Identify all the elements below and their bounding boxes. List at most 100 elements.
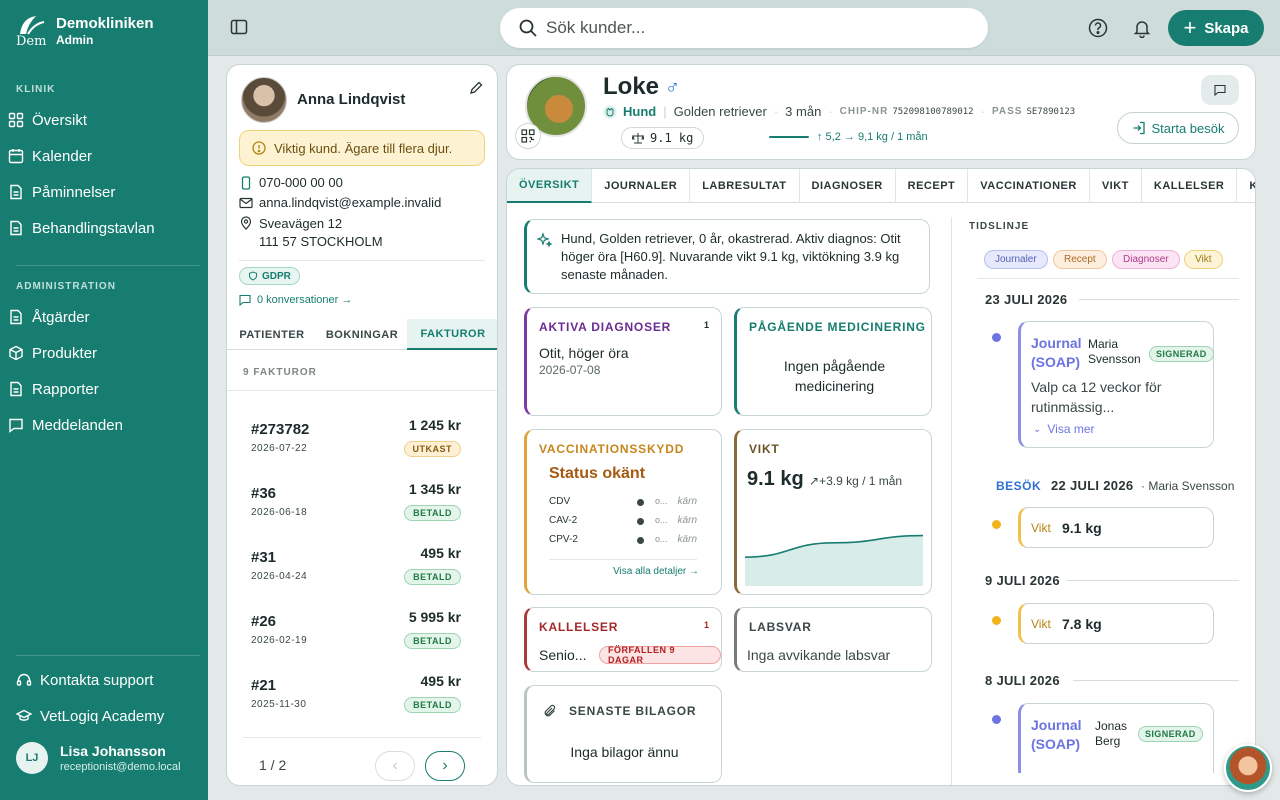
invoice-row[interactable]: #26 2026-02-19 5 995 kr BETALD xyxy=(251,609,461,665)
create-button[interactable]: + Skapa xyxy=(1168,10,1264,46)
gdpr-badge[interactable]: GDPR xyxy=(239,267,300,285)
timeline-journal-entry[interactable]: Journal (SOAP) Jonas Berg SIGNERAD xyxy=(1018,703,1214,773)
pencil-icon[interactable] xyxy=(469,81,483,95)
sidebar-toggle-icon[interactable] xyxy=(230,18,248,36)
callups-tile[interactable]: KALLELSER 1 Senio... FÖRFALLEN 9 DAGAR xyxy=(524,607,722,672)
divider xyxy=(239,260,485,261)
timeline-journal-entry[interactable]: Journal (SOAP) Maria Svensson SIGNERAD V… xyxy=(1018,321,1214,448)
weight-tile[interactable]: VIKT 9.1 kg ↗+3.9 kg / 1 mån xyxy=(734,429,932,595)
status-badge: UTKAST xyxy=(403,441,461,457)
filter-chip-recept[interactable]: Recept xyxy=(1053,250,1107,269)
message-button[interactable] xyxy=(1201,75,1239,105)
invoice-row[interactable]: #36 2026-06-18 1 345 kr BETALD xyxy=(251,481,461,537)
nav-academy[interactable]: VetLogiq Academy xyxy=(16,701,208,731)
user-role: Admin xyxy=(56,33,94,47)
timeline-weight-entry[interactable]: Vikt 9.1 kg xyxy=(1018,507,1214,548)
vaccination-status: Status okänt xyxy=(549,465,646,482)
invoice-row[interactable]: #31 2026-04-24 495 kr BETALD xyxy=(251,545,461,601)
nav-behandlingstavlan[interactable]: Behandlingstavlan xyxy=(8,213,200,243)
vaccination-details-link[interactable]: Visa alla detaljer → xyxy=(613,566,699,577)
medication-tile[interactable]: PÅGÅENDE MEDICINERING Ingen pågående med… xyxy=(734,307,932,416)
invoice-number: #31 xyxy=(251,549,277,566)
pager-text: 1 / 2 xyxy=(259,757,287,773)
timeline-date: 8 JULI 2026 xyxy=(985,673,1060,688)
city-text: 111 57 STOCKHOLM xyxy=(259,234,383,249)
search-icon xyxy=(519,19,537,37)
attachments-tile[interactable]: SENASTE BILAGOR Inga bilagor ännu xyxy=(524,685,722,783)
tab-vaccinationer[interactable]: VACCINATIONER xyxy=(968,169,1090,203)
box-icon xyxy=(9,345,23,361)
timeline-dot xyxy=(992,333,1001,342)
customer-phone[interactable]: 070-000 00 00 xyxy=(239,175,343,190)
tab-labresultat[interactable]: LABRESULTAT xyxy=(690,169,800,203)
document-icon xyxy=(10,309,22,325)
timeline-date: 22 JULI 2026 xyxy=(1051,478,1134,493)
tab-bokningar[interactable]: BOKNINGAR xyxy=(325,328,399,341)
breed: Golden retriever xyxy=(673,104,767,119)
conversations-text: 0 konversationer → xyxy=(257,294,353,306)
weight-pill[interactable]: 9.1 kg xyxy=(621,127,705,149)
chip-number: 752098100789012 xyxy=(892,106,974,117)
current-user[interactable]: LJ Lisa Johansson receptionist@demo.loca… xyxy=(16,742,181,774)
nav-rapporter[interactable]: Rapporter xyxy=(8,374,200,404)
customer-address: Sveavägen 12 111 57 STOCKHOLM xyxy=(239,215,383,251)
tab-vikt[interactable]: VIKT xyxy=(1090,169,1142,203)
start-visit-button[interactable]: Starta besök xyxy=(1117,112,1239,144)
user-email: receptionist@demo.local xyxy=(60,761,181,773)
nav-produkter[interactable]: Produkter xyxy=(8,338,200,368)
nav-meddelanden[interactable]: Meddelanden xyxy=(8,410,200,440)
invoice-row[interactable]: #21 2025-11-30 495 kr BETALD xyxy=(251,673,461,729)
search-bar[interactable] xyxy=(500,8,988,48)
filter-chip-vikt[interactable]: Vikt xyxy=(1184,250,1223,269)
bell-icon[interactable] xyxy=(1132,18,1152,38)
tab-kallelser[interactable]: KALLELSER xyxy=(1142,169,1238,203)
user-name: Lisa Johansson xyxy=(60,743,166,759)
invoice-row[interactable]: #273782 2026-07-22 1 245 kr UTKAST xyxy=(251,417,461,473)
login-icon xyxy=(1133,121,1145,135)
tab-patienter[interactable]: PATIENTER xyxy=(239,328,305,341)
tab-diagnoser[interactable]: DIAGNOSER xyxy=(800,169,896,203)
search-input[interactable] xyxy=(546,18,926,38)
conversations-link[interactable]: 0 konversationer → xyxy=(239,294,352,306)
nav-atgarder[interactable]: Åtgärder xyxy=(8,302,200,332)
active-diagnoses-tile[interactable]: AKTIVA DIAGNOSER 1 Otit, höger öra 2026-… xyxy=(524,307,722,416)
chip-label: CHIP-NR xyxy=(839,106,889,117)
timeline-dot xyxy=(992,616,1001,625)
nav-oversikt[interactable]: Översikt xyxy=(8,105,200,135)
invoice-amount: 1 345 kr xyxy=(408,481,461,497)
tab-oversikt[interactable]: ÖVERSIKT xyxy=(507,169,593,203)
next-page-button[interactable]: › xyxy=(425,751,465,781)
show-more-link[interactable]: ⌄ Visa mer xyxy=(1033,422,1095,436)
invoice-number: #21 xyxy=(251,677,277,694)
status-badge: BETALD xyxy=(404,505,461,521)
help-icon[interactable] xyxy=(1088,18,1108,38)
info-icon xyxy=(252,141,266,155)
nav-label: VetLogiq Academy xyxy=(40,707,165,725)
customer-email[interactable]: anna.lindqvist@example.invalid xyxy=(239,195,441,210)
prev-page-button[interactable]: ‹ xyxy=(375,751,415,781)
tile-title: VIKT xyxy=(749,442,780,456)
lab-results-tile[interactable]: LABSVAR Inga avvikande labsvar xyxy=(734,607,932,672)
tab-fakturor[interactable]: FAKTUROR xyxy=(407,319,497,350)
filter-chip-journaler[interactable]: Journaler xyxy=(984,250,1048,269)
nav-label: Översikt xyxy=(32,111,88,129)
nav-paminnelser[interactable]: Påminnelser xyxy=(8,177,200,207)
timeline-weight-entry[interactable]: Vikt 7.8 kg xyxy=(1018,603,1214,644)
qr-button[interactable] xyxy=(515,123,541,149)
filter-chip-diagnoser[interactable]: Diagnoser xyxy=(1112,250,1180,269)
timeline-title: TIDSLINJE xyxy=(969,221,1030,232)
customer-avatar xyxy=(241,77,287,123)
headset-icon xyxy=(16,673,32,686)
tab-kostnads[interactable]: KOSTNADS xyxy=(1237,169,1255,203)
assistant-avatar[interactable] xyxy=(1224,744,1272,792)
nav-support[interactable]: Kontakta support xyxy=(16,665,208,695)
customer-tabs: PATIENTER BOKNINGAR FAKTUROR xyxy=(227,319,497,350)
tab-journaler[interactable]: JOURNALER xyxy=(592,169,691,203)
tab-recept[interactable]: RECEPT xyxy=(896,169,969,203)
separator: · xyxy=(980,104,985,119)
vaccine-type: kärn xyxy=(677,534,697,545)
create-label: Skapa xyxy=(1204,19,1249,37)
brand[interactable]: Dem Demokliniken Admin xyxy=(16,14,154,49)
nav-kalender[interactable]: Kalender xyxy=(8,141,200,171)
vaccination-tile[interactable]: VACCINATIONSSKYDD Status okänt CDV o... … xyxy=(524,429,722,595)
